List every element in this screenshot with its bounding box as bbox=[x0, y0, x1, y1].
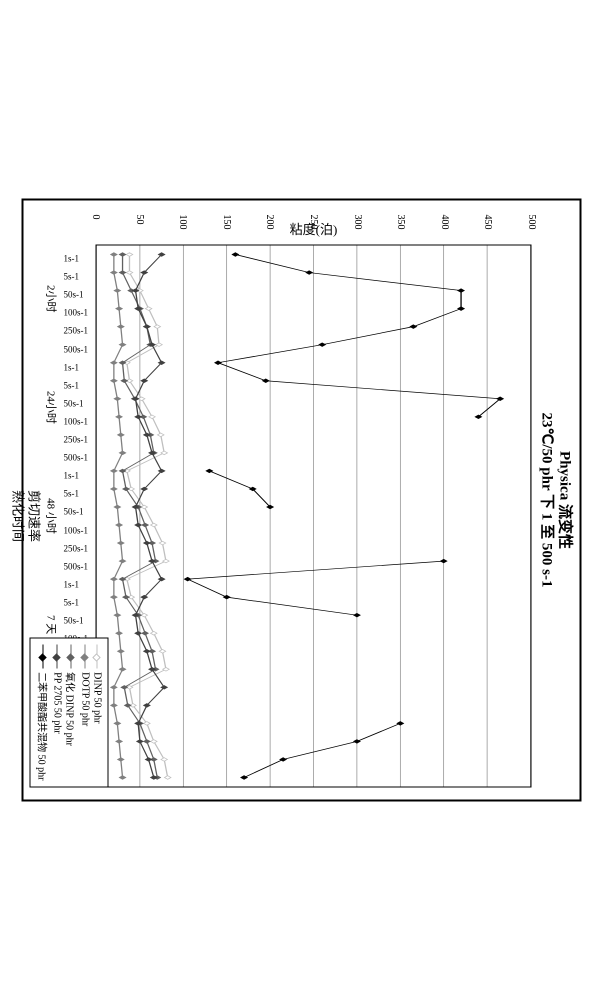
x-tick-shear: 50s-1 bbox=[64, 290, 84, 300]
chart-title-block: Physica 流变性 23℃/50 phr 下 1 至 500 s-1 bbox=[536, 201, 580, 800]
x-tick-shear: 1s-1 bbox=[64, 471, 80, 481]
plot-area-wrap: 粘度(泊) 050100150200250300350400450500 bbox=[96, 245, 532, 788]
x-tick-shear: 100s-1 bbox=[64, 308, 89, 318]
x-tick-shear: 100s-1 bbox=[64, 416, 89, 426]
x-tick-shear: 250s-1 bbox=[64, 326, 89, 336]
legend-marker-icon bbox=[53, 653, 61, 661]
legend-marker-icon bbox=[81, 653, 89, 661]
x-tick-shear: 500s-1 bbox=[64, 561, 89, 571]
x-tick-shear: 500s-1 bbox=[64, 344, 89, 354]
legend-label: 二苯甲酸酯共混物 50 phr bbox=[36, 672, 51, 780]
x-tick-age: 7 天 bbox=[44, 615, 60, 634]
legend-item: 氧化 DINP 50 phr bbox=[64, 644, 79, 780]
x-tick-age: 48 小时 bbox=[44, 498, 60, 534]
legend-marker-icon bbox=[93, 653, 101, 661]
y-tick: 450 bbox=[482, 215, 493, 230]
chart-title-line2: 23℃/50 phr 下 1 至 500 s-1 bbox=[538, 201, 556, 800]
x-tick-shear: 50s-1 bbox=[64, 616, 84, 626]
legend-label: 氧化 DINP 50 phr bbox=[64, 672, 79, 746]
y-tick: 100 bbox=[177, 215, 188, 230]
legend-swatch bbox=[53, 644, 61, 668]
x-tick-shear: 1s-1 bbox=[64, 579, 80, 589]
x-tick-shear: 250s-1 bbox=[64, 435, 89, 445]
legend-marker-icon bbox=[67, 653, 75, 661]
x-tick-shear: 1s-1 bbox=[64, 254, 80, 264]
x-tick-shear: 250s-1 bbox=[64, 543, 89, 553]
y-tick: 500 bbox=[526, 215, 537, 230]
y-tick: 400 bbox=[439, 215, 450, 230]
plot-area bbox=[96, 245, 532, 788]
chart-frame: Physica 流变性 23℃/50 phr 下 1 至 500 s-1 粘度(… bbox=[22, 199, 582, 802]
x-axis-shear-label: 剪切速率 bbox=[27, 490, 42, 542]
x-tick-shear: 5s-1 bbox=[64, 380, 80, 390]
x-tick-shear: 50s-1 bbox=[64, 398, 84, 408]
x-axis-age-label: 熟化时间 bbox=[11, 490, 26, 542]
legend-item: PP 2705 50 phr bbox=[52, 644, 63, 780]
x-tick-shear: 5s-1 bbox=[64, 489, 80, 499]
x-tick-shear: 1s-1 bbox=[64, 362, 80, 372]
legend-item: DOTP 50 phr bbox=[80, 644, 91, 780]
x-tick-age: 24小时 bbox=[44, 391, 60, 424]
y-tick: 150 bbox=[221, 215, 232, 230]
chart-title-line1: Physica 流变性 bbox=[556, 201, 574, 800]
legend-item: DINP 50 phr bbox=[92, 644, 103, 780]
legend-item: 二苯甲酸酯共混物 50 phr bbox=[36, 644, 51, 780]
y-tick: 200 bbox=[264, 215, 275, 230]
legend: DINP 50 phrDOTP 50 phr氧化 DINP 50 phrPP 2… bbox=[30, 637, 109, 787]
plot-svg bbox=[97, 246, 531, 787]
x-tick-shear: 100s-1 bbox=[64, 525, 89, 535]
legend-marker-icon bbox=[39, 653, 47, 661]
y-tick: 0 bbox=[90, 215, 101, 220]
x-tick-shear: 5s-1 bbox=[64, 272, 80, 282]
legend-label: DOTP 50 phr bbox=[80, 672, 91, 726]
legend-label: DINP 50 phr bbox=[92, 672, 103, 723]
y-tick: 250 bbox=[308, 215, 319, 230]
x-tick-age: 2小时 bbox=[44, 285, 60, 313]
y-tick: 50 bbox=[134, 215, 145, 225]
legend-swatch bbox=[93, 644, 101, 668]
legend-swatch bbox=[81, 644, 89, 668]
x-tick-shear: 5s-1 bbox=[64, 597, 80, 607]
x-tick-shear: 500s-1 bbox=[64, 453, 89, 463]
y-tick: 300 bbox=[352, 215, 363, 230]
legend-swatch bbox=[39, 644, 47, 668]
page: Physica 流变性 23℃/50 phr 下 1 至 500 s-1 粘度(… bbox=[0, 0, 603, 1000]
legend-swatch bbox=[67, 644, 75, 668]
legend-label: PP 2705 50 phr bbox=[52, 672, 63, 734]
x-tick-shear: 50s-1 bbox=[64, 507, 84, 517]
y-tick: 350 bbox=[395, 215, 406, 230]
